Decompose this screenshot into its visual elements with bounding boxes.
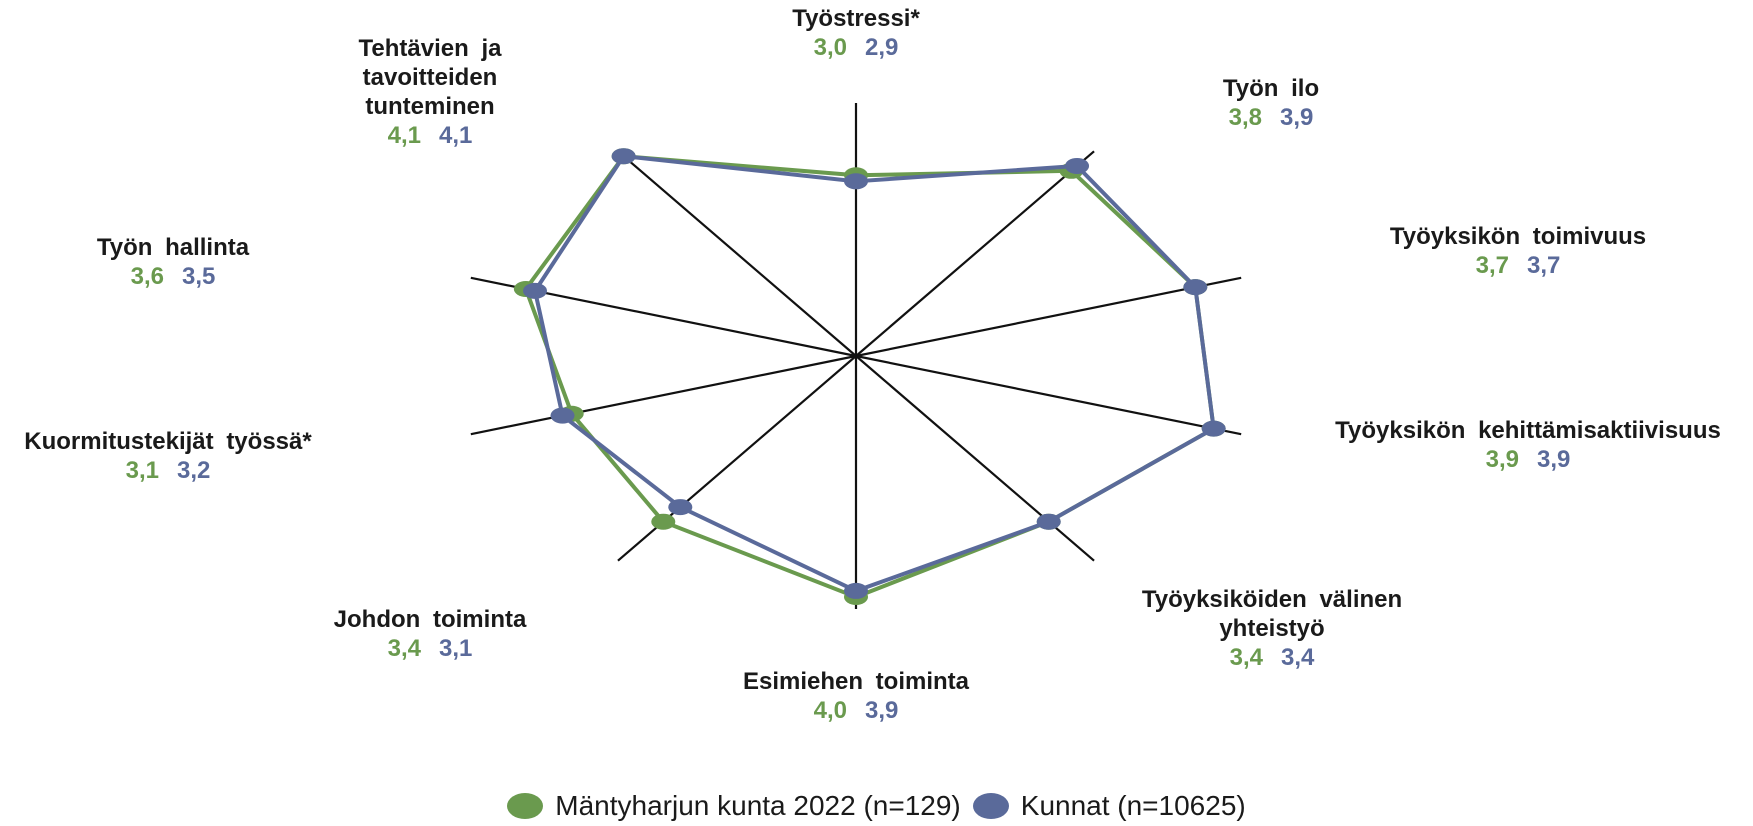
data-point <box>550 407 575 424</box>
data-point <box>844 173 868 190</box>
value-labels: 3,1 3,2 <box>18 456 318 485</box>
radar-axis <box>617 150 857 357</box>
value-labels: 3,4 3,1 <box>250 634 610 663</box>
axis-label-group: Työstressi* 3,0 2,9 <box>656 4 1056 62</box>
data-point <box>1183 279 1208 296</box>
value-labels: 3,0 2,9 <box>656 33 1056 62</box>
legend-item: Mäntyharjun kunta 2022 (n=129) <box>507 790 961 822</box>
legend-swatch <box>507 793 544 819</box>
value-labels: 3,4 3,4 <box>1102 643 1442 672</box>
value-label: 3,4 <box>387 635 421 662</box>
legend-label: Mäntyharjun kunta 2022 (n=129) <box>555 790 961 821</box>
value-label: 3,7 <box>1475 252 1509 279</box>
value-label: 3,0 <box>813 34 847 61</box>
radar-axis <box>855 354 1242 436</box>
axis-label-group: Kuormitustekijät työssä* 3,1 3,2 <box>18 427 318 485</box>
value-label: 3,2 <box>177 457 211 484</box>
axis-label: Kuormitustekijät työssä* <box>24 428 312 455</box>
axis-label: Tehtävien ja tavoitteiden tunteminen <box>358 35 502 120</box>
axis-label: Työstressi* <box>792 5 920 32</box>
value-labels: 4,1 4,1 <box>320 121 540 150</box>
axis-label: Työyksikön toimivuus <box>1389 223 1647 250</box>
axis-label-group: Työyksikön kehittämisaktiivisuus 3,9 3,9 <box>1328 416 1728 474</box>
data-point <box>1201 420 1226 437</box>
data-point <box>651 513 676 530</box>
value-label: 4,0 <box>813 697 847 724</box>
value-label: 3,5 <box>182 263 216 290</box>
data-point <box>844 582 868 599</box>
value-label: 3,9 <box>1280 104 1314 131</box>
axis-label-group: Työyksikön toimivuus 3,7 3,7 <box>1308 222 1728 280</box>
value-label: 3,9 <box>1485 446 1519 473</box>
value-labels: 4,0 3,9 <box>656 696 1056 725</box>
data-point <box>523 282 548 299</box>
value-labels: 3,8 3,9 <box>1121 103 1421 132</box>
value-labels: 3,6 3,5 <box>23 262 323 291</box>
axis-label: Työn hallinta <box>96 234 250 261</box>
value-label: 3,9 <box>1537 446 1571 473</box>
value-label: 3,9 <box>865 697 899 724</box>
radar-axis <box>855 150 1095 357</box>
data-point <box>1036 513 1061 530</box>
series-line <box>523 154 1216 600</box>
axis-label: Esimiehen toiminta <box>742 668 970 695</box>
axis-label-group: Työyksiköiden välinen yhteistyö 3,4 3,4 <box>1102 585 1442 672</box>
axis-label-group: Tehtävien ja tavoitteiden tunteminen 4,1 4… <box>320 34 540 150</box>
axis-label-group: Työn ilo 3,8 3,9 <box>1121 74 1421 132</box>
data-point <box>1065 157 1090 174</box>
axis-label-group: Johdon toiminta 3,4 3,1 <box>250 605 610 663</box>
axis-label: Työyksikön kehittämisaktiivisuus <box>1335 417 1721 444</box>
data-point <box>668 499 693 516</box>
axis-label-group: Työn hallinta 3,6 3,5 <box>23 233 323 291</box>
axis-label: Johdon toiminta <box>333 606 527 633</box>
legend-item: Kunnat (n=10625) <box>972 790 1246 822</box>
axis-label: Työn ilo <box>1222 75 1320 102</box>
value-label: 3,1 <box>439 635 473 662</box>
value-label: 4,1 <box>387 122 421 149</box>
value-labels: 3,7 3,7 <box>1308 251 1728 280</box>
radar-axis <box>855 276 1242 358</box>
value-label: 3,6 <box>130 263 164 290</box>
value-label: 2,9 <box>865 34 899 61</box>
radar-axis <box>855 355 1095 562</box>
radar-axis <box>470 354 857 436</box>
value-label: 3,8 <box>1228 104 1262 131</box>
legend-label: Kunnat (n=10625) <box>1020 790 1246 821</box>
value-label: 4,1 <box>439 122 473 149</box>
axis-label-group: Esimiehen toiminta 4,0 3,9 <box>656 667 1056 725</box>
value-label: 3,4 <box>1281 644 1315 671</box>
value-label: 3,4 <box>1229 644 1263 671</box>
radar-axis <box>617 355 857 562</box>
series-line <box>532 154 1216 594</box>
value-label: 3,1 <box>125 457 159 484</box>
value-label: 3,7 <box>1527 252 1561 279</box>
legend-swatch <box>972 793 1009 819</box>
axis-label: Työyksiköiden välinen yhteistyö <box>1141 586 1403 642</box>
legend: Mäntyharjun kunta 2022 (n=129) Kunnat (n=… <box>0 790 1753 826</box>
data-point <box>611 148 636 165</box>
value-labels: 3,9 3,9 <box>1328 445 1728 474</box>
